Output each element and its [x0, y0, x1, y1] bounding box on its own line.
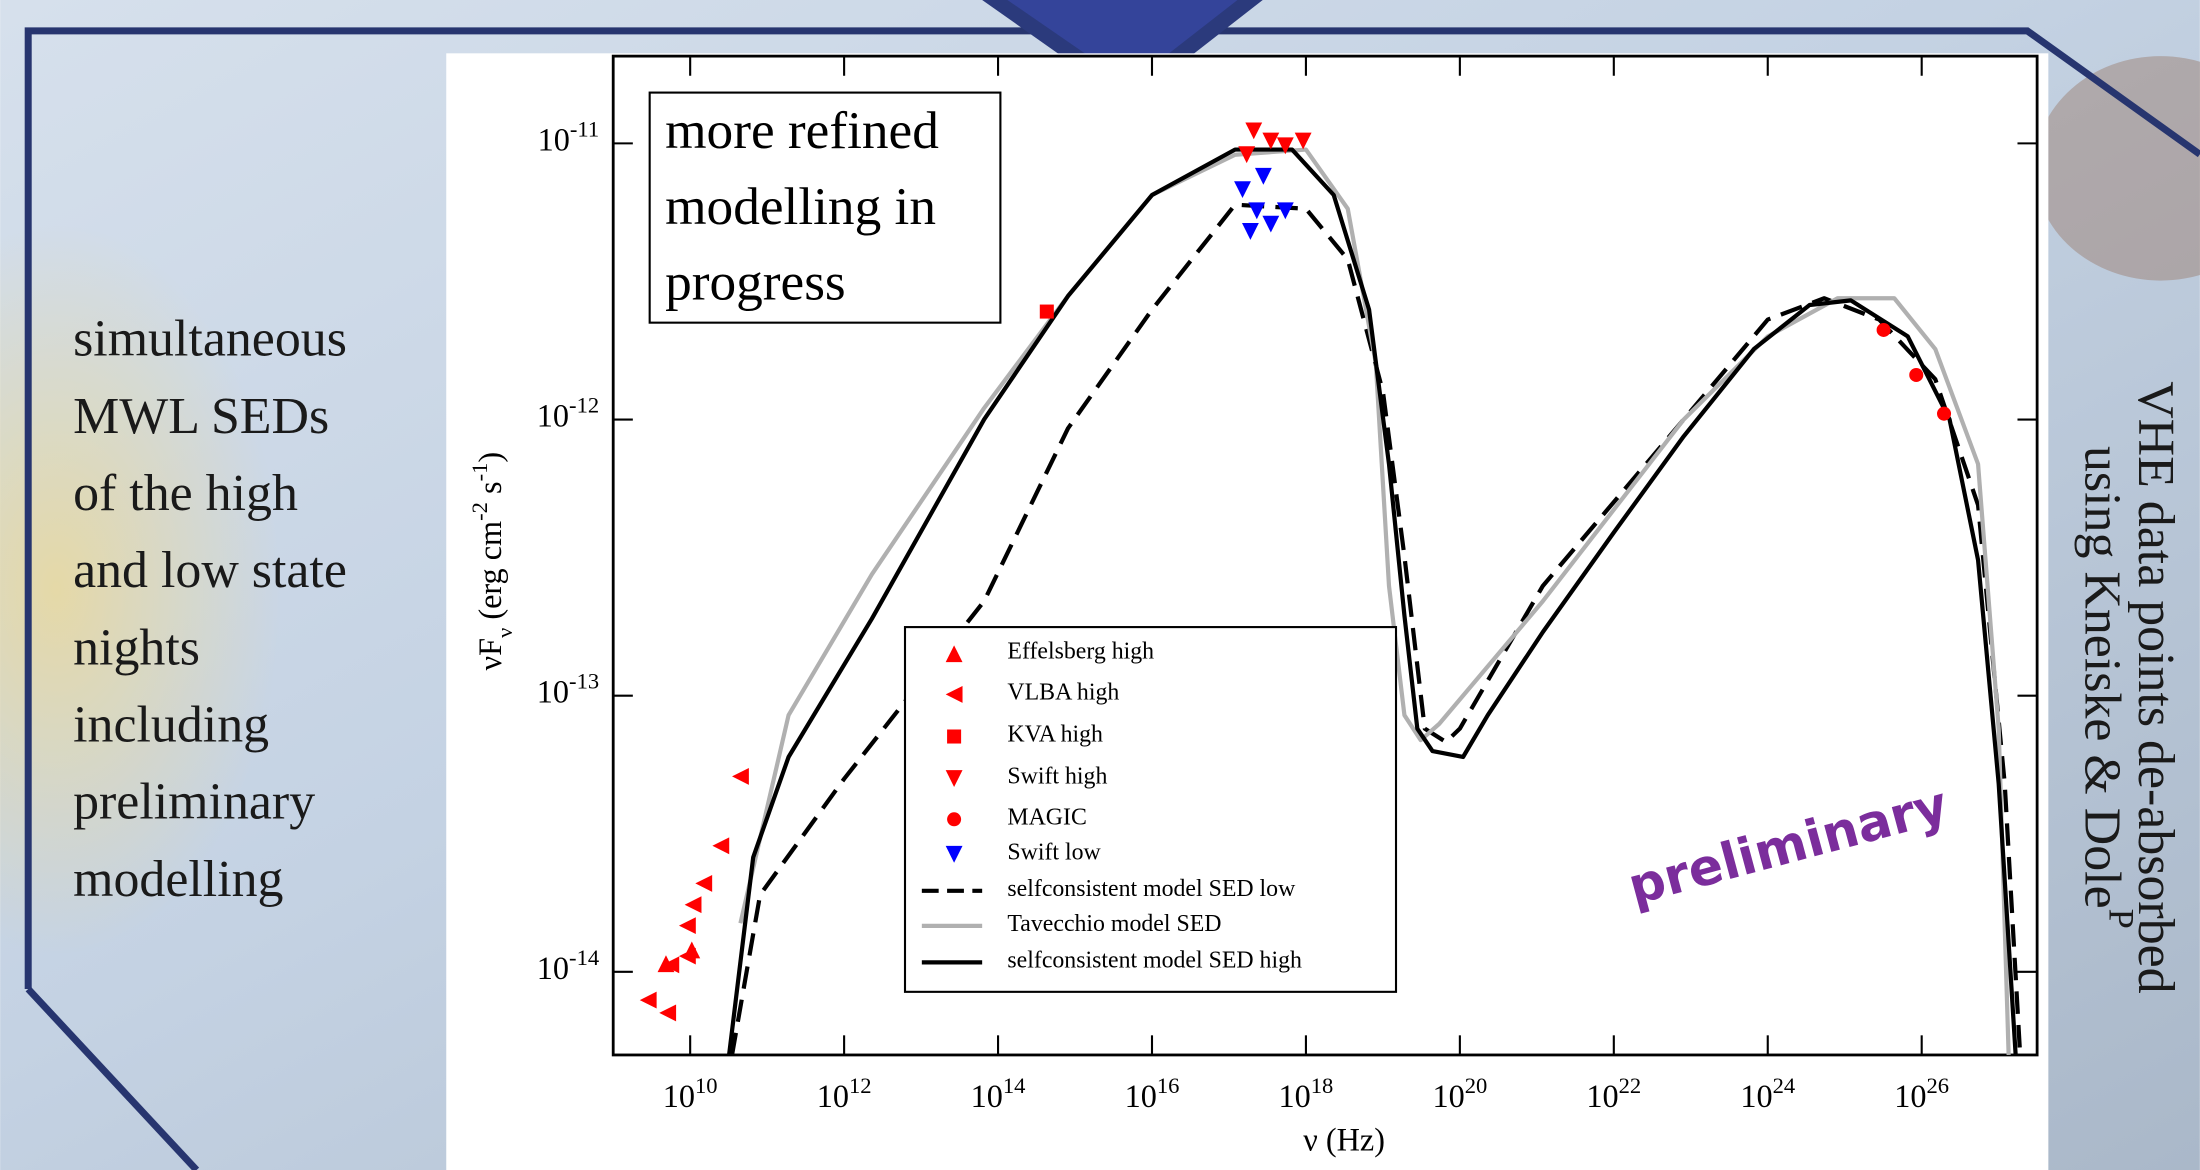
marker: [678, 947, 696, 965]
marker: [1262, 215, 1280, 233]
legend-label: VLBA high: [1007, 680, 1119, 706]
legend-marker: [945, 845, 963, 863]
note-box: [648, 91, 1002, 324]
y-tick-label: 10-13: [537, 668, 599, 710]
marker: [1937, 406, 1952, 421]
x-tick-label: 1016: [1125, 1073, 1180, 1115]
left-text: modelling: [73, 851, 283, 908]
marker: [684, 896, 702, 914]
legend: Effelsberg high VLBA high KVA high Swift hi…: [921, 639, 1302, 974]
x-tick-label: 1014: [971, 1073, 1026, 1115]
note-text: modelling in: [665, 177, 936, 236]
left-text: of the high: [73, 465, 298, 522]
legend-label: Swift high: [1007, 764, 1107, 790]
note-text: more refined: [665, 101, 939, 160]
side-text: simultaneous MWL SEDs of the high and low s…: [73, 311, 2184, 994]
x-tick-label: 1018: [1279, 1073, 1334, 1115]
marker: [1876, 322, 1891, 337]
right-text: VHE data points de-absorbed: [2127, 381, 2184, 993]
y-tick-label: 10-14: [537, 945, 599, 987]
x-tick-label: 1024: [1740, 1073, 1795, 1115]
y-axis-label: νFν (erg cm-2 s-1): [467, 452, 517, 671]
legend-marker: [945, 645, 963, 663]
legend-label: Tavecchio model SED: [1007, 911, 1221, 937]
marker: [1276, 202, 1294, 220]
legend-label: Effelsberg high: [1007, 639, 1154, 665]
marker: [1254, 167, 1272, 185]
marker: [1234, 181, 1251, 199]
legend-label: Swift low: [1007, 840, 1101, 866]
marker: [1039, 304, 1054, 319]
marker: [1241, 222, 1259, 240]
marker: [1262, 132, 1280, 150]
right-text: using Kneiske & DoleP: [2074, 446, 2142, 929]
note-text: progress: [665, 253, 846, 312]
legend-box: [903, 626, 1398, 993]
left-text: nights: [73, 619, 200, 676]
marker: [1909, 367, 1924, 382]
plot-frame: [611, 54, 2039, 1057]
legend-label: MAGIC: [1007, 805, 1086, 831]
x-tick-label: 1010: [663, 1073, 718, 1115]
left-text: preliminary: [73, 774, 315, 831]
marker: [1294, 132, 1312, 150]
chevron-inner: [1007, 0, 1238, 85]
marker: [662, 956, 680, 974]
frame-border: [25, 986, 200, 1170]
plot: 1010 1012 1014 1016 1018 1020 1022 1024 1026 10-1…: [537, 56, 2038, 1115]
marker: [1248, 202, 1266, 220]
marker: [695, 875, 713, 892]
marker: [732, 768, 749, 785]
legend-marker: [947, 812, 962, 827]
left-text: simultaneous: [73, 311, 347, 368]
legend-label: KVA high: [1007, 722, 1103, 748]
marker: [712, 837, 730, 855]
marker: [678, 917, 696, 935]
y-tick-label: 10-11: [538, 116, 600, 158]
x-axis-label: ν (Hz): [1303, 1122, 1385, 1158]
left-text: including: [73, 696, 269, 753]
legend-marker: [945, 686, 963, 703]
left-text: MWL SEDs: [73, 388, 329, 445]
legend-marker: [947, 729, 962, 744]
model-curve: [726, 147, 2018, 1055]
x-tick-label: 1012: [817, 1073, 872, 1115]
left-text: and low state: [73, 542, 347, 599]
x-tick-label: 1026: [1894, 1073, 1949, 1115]
marker: [1245, 122, 1263, 140]
background-glow: [2034, 56, 2200, 281]
marker: [659, 1004, 677, 1022]
x-tick-label: 1022: [1586, 1073, 1641, 1115]
x-tick-label: 1020: [1432, 1073, 1487, 1115]
marker: [1276, 137, 1294, 155]
legend-label: selfconsistent model SED low: [1007, 876, 1296, 902]
background-glow: [0, 224, 281, 954]
legend-label: selfconsistent model SED high: [1007, 948, 1302, 974]
model-curve: [738, 147, 2011, 1055]
model-curves: [726, 147, 2023, 1055]
y-tick-label: 10-12: [537, 392, 599, 434]
legend-marker: [945, 770, 963, 788]
marker: [639, 991, 657, 1009]
marker: [1238, 146, 1256, 164]
model-curve: [729, 202, 2023, 1055]
